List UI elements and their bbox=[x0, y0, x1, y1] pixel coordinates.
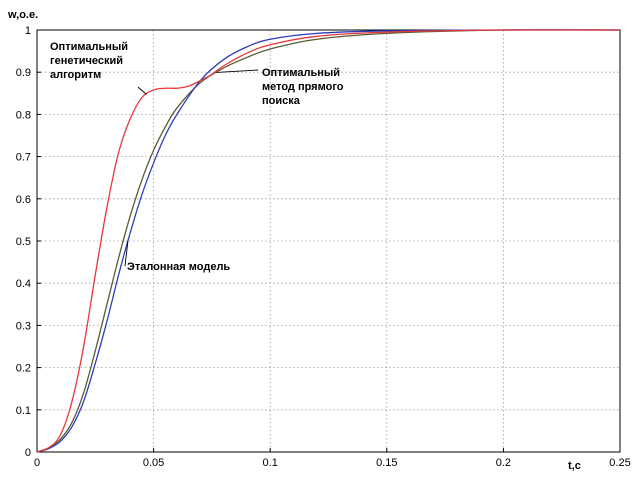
x-tick-label: 0 bbox=[34, 457, 40, 469]
y-axis-title: w,o.e. bbox=[7, 9, 38, 21]
annotation-leader-line bbox=[216, 69, 259, 73]
grid-layer bbox=[37, 30, 620, 452]
series-line-direct-search bbox=[36, 29, 621, 453]
annotation-leader-line bbox=[137, 86, 147, 95]
y-tick-label: 0.9 bbox=[16, 67, 31, 79]
annotation-text: Оптимальный bbox=[262, 67, 340, 79]
y-tick-label: 0.5 bbox=[16, 236, 31, 248]
series-layer bbox=[36, 29, 621, 453]
y-tick-label: 0.1 bbox=[16, 405, 31, 417]
x-tick-label: 0.1 bbox=[263, 457, 278, 469]
y-tick-label: 0.8 bbox=[16, 109, 31, 121]
series-line-reference bbox=[36, 29, 621, 453]
annotation-direct-search: Оптимальный метод прямого поиска bbox=[216, 67, 344, 107]
x-tick-label: 0.2 bbox=[496, 457, 511, 469]
y-tick-label: 1 bbox=[25, 25, 31, 37]
annotation-text: генетический bbox=[50, 55, 123, 67]
ticks-layer: 0 0.05 0.1 0.15 0.2 0.25 0 0.1 0.2 0.3 0.4 0.5 0.6 0.… bbox=[16, 25, 631, 469]
annotation-text: Эталонная модель bbox=[127, 261, 230, 273]
annotation-reference: Эталонная модель bbox=[124, 240, 230, 273]
annotation-leader-line bbox=[124, 240, 129, 267]
x-tick-label: 0.05 bbox=[143, 457, 164, 469]
annotation-text: поиска bbox=[262, 95, 301, 107]
plot-frame bbox=[36, 29, 621, 453]
y-tick-label: 0 bbox=[25, 447, 31, 459]
x-tick-label: 0.15 bbox=[376, 457, 397, 469]
series-line-genetic bbox=[36, 29, 621, 453]
y-tick-label: 0.4 bbox=[16, 278, 31, 290]
x-axis-title: t,c bbox=[568, 460, 581, 472]
y-tick-label: 0.3 bbox=[16, 320, 31, 332]
y-tick-label: 0.7 bbox=[16, 152, 31, 164]
annotation-text: метод прямого bbox=[262, 81, 344, 93]
y-tick-label: 0.6 bbox=[16, 194, 31, 206]
x-tick-label: 0.25 bbox=[609, 457, 630, 469]
annotation-text: алгоритм bbox=[50, 69, 101, 81]
annotation-text: Оптимальный bbox=[50, 41, 128, 53]
y-tick-label: 0.2 bbox=[16, 363, 31, 375]
annotation-genetic: Оптимальный генетический алгоритм bbox=[50, 41, 147, 95]
